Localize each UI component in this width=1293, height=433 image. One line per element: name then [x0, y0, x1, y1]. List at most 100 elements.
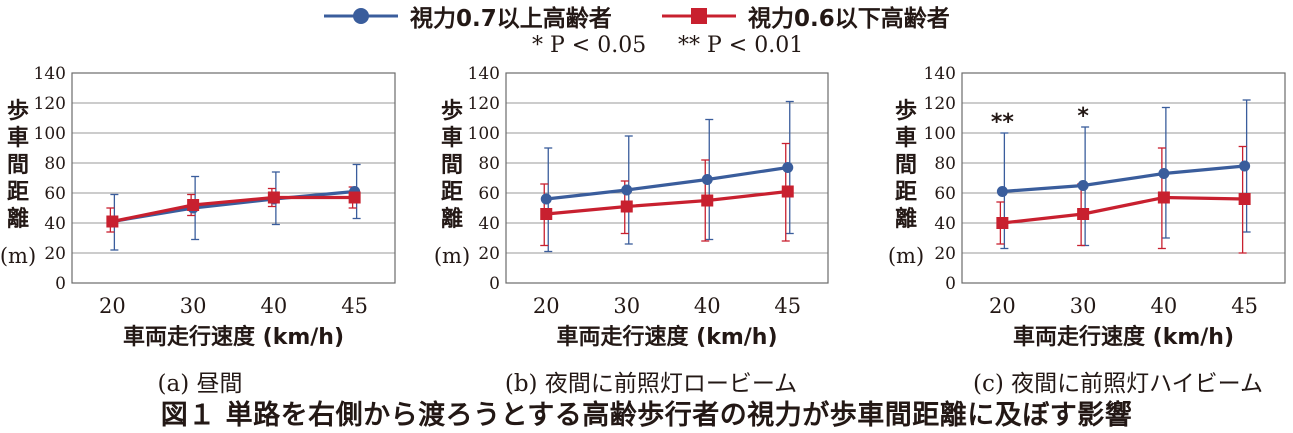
significance-note-p01: ** P < 0.01	[678, 33, 804, 58]
y-axis-label-char: 距	[895, 180, 917, 205]
data-point-series2	[620, 200, 633, 213]
x-tick-label: 30	[613, 294, 640, 318]
data-point-series1	[1158, 168, 1170, 179]
y-tick-label: 40	[44, 214, 66, 234]
y-axis-unit: (m)	[434, 244, 470, 268]
caption-b: (b) 夜間に前照灯ロービーム	[504, 371, 798, 397]
data-point-series1	[701, 174, 713, 185]
y-axis-label-char: 間	[895, 153, 917, 178]
data-point-series2	[540, 208, 553, 220]
chart-2: 0 20 40 60 80 100 120 140 20 30 40 45 車両走行速度 (km/h) 歩…	[888, 64, 1286, 350]
legend-label-series2: 視力0.6以下高齢者	[748, 6, 950, 32]
data-point-series2	[996, 217, 1009, 229]
y-axis-label-char: 距	[7, 180, 29, 205]
x-tick-label: 40	[261, 294, 288, 318]
legend-item-series1: 視力0.7以上高齢者	[322, 2, 612, 32]
y-tick-label: 20	[934, 244, 956, 264]
y-tick-label: 120	[468, 94, 500, 114]
plot-frame	[961, 72, 1286, 284]
y-axis-unit: (m)	[888, 244, 924, 268]
y-tick-label: 60	[44, 184, 66, 204]
y-tick-label: 60	[934, 184, 956, 204]
legend-label-series1: 視力0.7以上高齢者	[410, 6, 612, 32]
y-tick-label: 100	[34, 124, 66, 144]
x-tick-label: 40	[694, 294, 721, 318]
y-tick-label: 60	[478, 184, 500, 204]
y-tick-label: 20	[478, 244, 500, 264]
data-point-series1	[540, 193, 552, 205]
x-axis-label: 車両走行速度 (km/h)	[556, 324, 777, 350]
y-axis-label-char: 離	[441, 206, 463, 232]
data-point-series2	[187, 199, 200, 211]
y-axis-label-char: 距	[441, 180, 463, 205]
legend-marker-series1-icon	[324, 8, 398, 24]
y-axis-label-char: 車	[895, 126, 917, 151]
y-axis-label-char: 離	[7, 206, 29, 232]
y-tick-label: 140	[34, 64, 66, 84]
y-tick-label: 80	[934, 154, 956, 174]
data-point-series2	[701, 194, 714, 207]
series-line-1	[1002, 164, 1245, 194]
significance-note-p05: * P < 0.05	[532, 33, 647, 58]
figure-title: 図１ 単路を右側から渡ろうとする高齢歩行者の視力が歩車間距離に及ぼす影響	[160, 400, 1133, 431]
data-point-series1	[1239, 160, 1251, 172]
y-tick-label: 0	[489, 274, 500, 294]
y-tick-label: 140	[468, 64, 500, 84]
x-tick-label: 20	[989, 294, 1016, 318]
series-line-2	[1002, 195, 1245, 225]
y-tick-label: 120	[34, 94, 66, 114]
x-tick-label: 45	[1231, 294, 1258, 318]
y-tick-label: 40	[478, 214, 500, 234]
x-tick-label: 20	[99, 294, 126, 318]
y-axis-unit: (m)	[0, 244, 36, 268]
y-tick-label: 120	[924, 94, 956, 114]
y-tick-label: 140	[924, 64, 956, 84]
data-point-series1	[1077, 180, 1089, 191]
x-tick-label: 30	[180, 294, 207, 318]
legend: 視力0.7以上高齢者 視力0.6以下高齢者 * P < 0.05 ** P < …	[0, 0, 1293, 62]
plot-frame	[505, 72, 829, 284]
data-point-series1	[996, 186, 1008, 197]
y-tick-label: 40	[934, 214, 956, 234]
y-tick-label: 0	[945, 274, 956, 294]
legend-item-series2: 視力0.6以下高齢者	[660, 2, 950, 32]
y-axis-label-char: 車	[7, 126, 29, 151]
caption-c: (c) 夜間に前照灯ハイビーム	[973, 371, 1263, 397]
significance-marker: **	[991, 110, 1015, 135]
y-axis-label-char: 間	[7, 153, 29, 178]
x-tick-label: 45	[341, 294, 368, 318]
series-line-2	[112, 195, 355, 224]
data-point-series2	[781, 185, 794, 198]
x-tick-label: 30	[1070, 294, 1097, 318]
y-tick-label: 100	[924, 124, 956, 144]
y-axis-label-char: 車	[441, 126, 463, 151]
data-point-series2	[1157, 191, 1170, 204]
y-axis-label-char: 歩	[7, 99, 29, 124]
y-axis-label-char: 歩	[895, 99, 917, 124]
data-point-series2	[106, 215, 119, 228]
y-axis-label-char: 歩	[441, 99, 463, 124]
x-tick-label: 40	[1151, 294, 1178, 318]
x-axis-label: 車両走行速度 (km/h)	[123, 324, 344, 350]
series-line-2	[546, 189, 788, 216]
data-point-series2	[1077, 208, 1090, 220]
y-axis-label-char: 離	[895, 206, 917, 232]
significance-marker: *	[1077, 104, 1089, 129]
x-axis-label: 車両走行速度 (km/h)	[1013, 324, 1234, 350]
y-tick-label: 0	[55, 274, 66, 294]
y-tick-label: 80	[478, 154, 500, 174]
series-line-1	[546, 165, 788, 201]
chart-1: 0 20 40 60 80 100 120 140 20 30 40 45 車両走行速度 (km/h) 歩…	[434, 64, 829, 350]
data-point-series2	[267, 191, 280, 204]
x-tick-label: 45	[774, 294, 801, 318]
caption-a: (a) 昼間	[157, 371, 243, 397]
y-axis-label-char: 間	[441, 153, 463, 178]
legend-marker-series2-icon	[662, 8, 736, 24]
data-point-series2	[348, 191, 361, 204]
plot-frame	[71, 72, 396, 284]
data-point-series1	[621, 184, 633, 196]
data-point-series2	[1238, 193, 1251, 205]
x-tick-label: 20	[533, 294, 560, 318]
chart-0: 0 20 40 60 80 100 120 140 20 30 40 45 車両走行速度 (km/h) 歩…	[0, 64, 396, 350]
